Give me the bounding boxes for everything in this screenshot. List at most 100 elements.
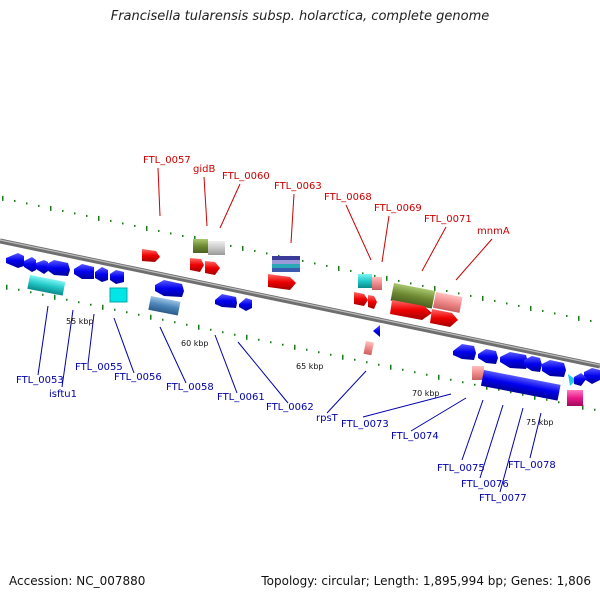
leader-line bbox=[499, 407, 524, 493]
gene-label-top[interactable]: FTL_0063 bbox=[274, 181, 322, 192]
gene-ftl-0074a[interactable] bbox=[453, 344, 476, 360]
gene-ftl-0077-r[interactable] bbox=[524, 356, 542, 372]
gene-ftl-0072b[interactable] bbox=[430, 309, 458, 327]
tick-mark bbox=[122, 222, 124, 225]
gene-label-top[interactable]: FTL_0069 bbox=[374, 203, 422, 214]
gene-ftl-0055a[interactable] bbox=[110, 270, 124, 284]
genome-backbone bbox=[0, 238, 600, 369]
leader-line bbox=[326, 370, 367, 414]
gene-label-bottom[interactable]: FTL_0061 bbox=[217, 392, 265, 403]
gene-ftl-0079b[interactable] bbox=[568, 374, 576, 386]
gene-ftl-0070-a[interactable] bbox=[354, 292, 368, 306]
gene-label-bottom[interactable]: isftu1 bbox=[49, 389, 77, 400]
tick-mark bbox=[578, 315, 580, 321]
gene-ftl-0059[interactable] bbox=[148, 296, 181, 316]
tick-mark bbox=[426, 373, 428, 376]
tick-mark bbox=[98, 215, 100, 221]
gene-ftl-0072r[interactable] bbox=[373, 325, 380, 337]
tick-mark bbox=[458, 292, 460, 295]
lower-leader-lines bbox=[37, 305, 542, 493]
gene-label-bottom[interactable]: FTL_0078 bbox=[508, 460, 556, 471]
gene-ftl-0062[interactable] bbox=[239, 298, 252, 311]
gene-label-bottom[interactable]: FTL_0076 bbox=[461, 479, 509, 490]
tick-mark bbox=[594, 408, 596, 411]
gene-ftl-0069[interactable] bbox=[372, 277, 382, 290]
tick-mark bbox=[74, 212, 76, 215]
tick-mark bbox=[450, 378, 452, 381]
gene-mnma[interactable] bbox=[432, 292, 463, 313]
gene-isftu1[interactable] bbox=[95, 267, 108, 282]
tick-mark bbox=[302, 259, 304, 262]
leader-line bbox=[362, 393, 452, 418]
gene-ftl-0076[interactable] bbox=[480, 370, 561, 401]
lower-gene-labels: FTL_0053isftu1FTL_0055FTL_0056FTL_0058FT… bbox=[16, 362, 556, 504]
gene-ftl-0079[interactable] bbox=[567, 390, 583, 406]
tick-mark bbox=[230, 244, 232, 247]
gene-ftl-0080[interactable] bbox=[584, 368, 600, 384]
tick-mark bbox=[498, 388, 500, 391]
gene-ftl-0072[interactable] bbox=[390, 300, 432, 320]
gene-label-top[interactable]: FTL_0057 bbox=[143, 155, 191, 166]
tick-mark bbox=[90, 303, 92, 306]
gene-ftl-0053[interactable] bbox=[27, 275, 66, 296]
gene-label-top[interactable]: FTL_0068 bbox=[324, 192, 372, 203]
gene-ftl-0058-r[interactable] bbox=[155, 280, 184, 297]
tick-mark bbox=[42, 293, 44, 296]
tick-mark bbox=[266, 252, 268, 255]
tick-mark bbox=[318, 351, 320, 354]
leader-line bbox=[421, 226, 447, 272]
gene-label-bottom[interactable]: rpsT bbox=[316, 413, 339, 424]
gene-ftl-0079c[interactable] bbox=[574, 373, 587, 386]
tick-mark bbox=[78, 301, 80, 304]
gene-ftl-0063-c[interactable] bbox=[272, 264, 300, 268]
tick-mark bbox=[30, 291, 32, 294]
gene-ftl-0061[interactable] bbox=[215, 294, 237, 308]
gene-ftl-0054[interactable] bbox=[74, 264, 94, 279]
tick-mark bbox=[330, 353, 332, 356]
gene-ftl-0074b[interactable] bbox=[478, 349, 498, 364]
gene-label-bottom[interactable]: FTL_0053 bbox=[16, 375, 64, 386]
gene-ftl-0076-r[interactable] bbox=[500, 352, 528, 369]
tick-mark bbox=[6, 284, 8, 290]
tick-mark bbox=[398, 279, 400, 282]
gene-ftl-0064[interactable] bbox=[268, 274, 296, 290]
tick-mark bbox=[482, 295, 484, 301]
gene-ftl-0057[interactable] bbox=[142, 249, 160, 262]
gene-ftl-0070-b[interactable] bbox=[368, 295, 377, 309]
leader-line bbox=[345, 204, 372, 261]
gene-label-top[interactable]: mnmA bbox=[477, 226, 510, 237]
gene-label-bottom[interactable]: FTL_0055 bbox=[75, 362, 123, 373]
gene-label-bottom[interactable]: FTL_0073 bbox=[341, 419, 389, 430]
gene-label-bottom[interactable]: FTL_0058 bbox=[166, 382, 214, 393]
tick-mark bbox=[522, 393, 524, 396]
gene-label-bottom[interactable]: FTL_0074 bbox=[391, 431, 439, 442]
gene-rpst[interactable] bbox=[363, 341, 374, 356]
gene-ftl-0058-a[interactable] bbox=[190, 258, 204, 272]
leader-line bbox=[219, 183, 241, 229]
gene-label-top[interactable]: FTL_0060 bbox=[222, 171, 270, 182]
gene-ftl-0050[interactable] bbox=[6, 253, 24, 268]
gene-ftl-0075[interactable] bbox=[472, 366, 484, 380]
gene-ftl-0058-b[interactable] bbox=[205, 261, 220, 275]
gene-ftl-0056[interactable] bbox=[109, 287, 128, 303]
gene-ftl-0078-r[interactable] bbox=[542, 360, 566, 377]
leader-line bbox=[157, 167, 161, 217]
gene-ftl-0063-a[interactable] bbox=[272, 256, 300, 260]
gene-gidb-a[interactable] bbox=[193, 239, 208, 253]
gene-ftl-0052b[interactable] bbox=[47, 260, 70, 276]
gene-label-bottom[interactable]: FTL_0075 bbox=[437, 463, 485, 474]
gene-gidb-b[interactable] bbox=[208, 241, 225, 255]
gene-label-bottom[interactable]: FTL_0077 bbox=[479, 493, 527, 504]
gene-ftl-0051[interactable] bbox=[24, 257, 36, 272]
leader-line bbox=[37, 305, 49, 376]
leader-line bbox=[214, 334, 238, 394]
gene-label-bottom[interactable]: FTL_0062 bbox=[266, 402, 314, 413]
gene-ftl-0052a[interactable] bbox=[36, 260, 48, 274]
gene-label-top[interactable]: FTL_0071 bbox=[424, 214, 472, 225]
gene-ftl-0068[interactable] bbox=[358, 274, 372, 288]
gene-ftl-0063-b[interactable] bbox=[272, 260, 300, 264]
gene-label-top[interactable]: gidB bbox=[193, 164, 215, 175]
gene-label-bottom[interactable]: FTL_0056 bbox=[114, 372, 162, 383]
gene-ftl-0063-d[interactable] bbox=[272, 268, 300, 272]
